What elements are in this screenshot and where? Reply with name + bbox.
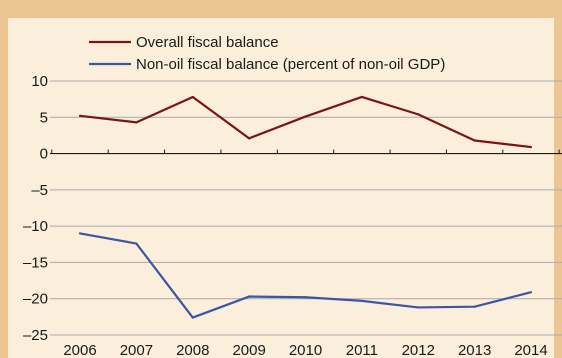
data-point	[78, 114, 82, 117]
data-point	[360, 299, 363, 302]
y-tick-label: 10	[31, 73, 48, 90]
x-axis	[50, 149, 562, 155]
overall-fiscal-balance-line	[79, 95, 532, 149]
x-tick-label: 2008	[176, 342, 209, 358]
x-tick-label: 2009	[232, 342, 265, 358]
y-tick-label: –15	[23, 254, 48, 271]
legend-label: Non-oil fiscal balance (percent of non-o…	[136, 56, 445, 73]
y-tick-label: –5	[31, 182, 48, 199]
y-tick-label: 5	[40, 109, 48, 126]
data-point	[529, 291, 533, 294]
right-border	[554, 18, 562, 358]
y-tick-label: –25	[23, 327, 48, 344]
data-point	[78, 232, 82, 235]
data-point	[417, 306, 420, 309]
left-border	[0, 18, 8, 358]
data-point	[191, 95, 194, 99]
x-tick-label: 2010	[289, 342, 322, 358]
series-lines	[78, 95, 533, 319]
data-point	[135, 242, 138, 245]
x-tick-label: 2006	[63, 342, 96, 358]
y-tick-label: –20	[23, 291, 48, 308]
data-point	[417, 113, 420, 116]
x-tick-label: 2014	[514, 342, 547, 358]
tick-labels: 10 5 0 –5 –10 –15 –20 –25 2006 2007 2008 2009 2010 20…	[23, 73, 548, 358]
x-tick-label: 2013	[458, 342, 491, 358]
non-oil-fiscal-balance-line	[79, 232, 532, 319]
gridlines	[50, 80, 562, 336]
x-tick-label: 2007	[120, 342, 153, 358]
data-point	[248, 295, 251, 298]
x-tick-label: 2011	[346, 342, 378, 358]
data-point	[135, 121, 138, 124]
data-point	[191, 316, 194, 319]
data-point	[304, 115, 307, 118]
legend: Overall fiscal balance Non-oil fiscal bal…	[89, 34, 445, 73]
data-point	[473, 305, 476, 308]
header-band	[0, 0, 562, 18]
data-point	[360, 95, 363, 99]
legend-label: Overall fiscal balance	[136, 34, 279, 51]
data-point	[473, 139, 476, 142]
data-point	[304, 296, 307, 299]
x-tick-label: 2012	[402, 342, 435, 358]
y-tick-label: –10	[23, 218, 48, 235]
data-point	[248, 137, 251, 140]
data-point	[529, 145, 533, 149]
y-tick-label: 0	[40, 146, 48, 163]
